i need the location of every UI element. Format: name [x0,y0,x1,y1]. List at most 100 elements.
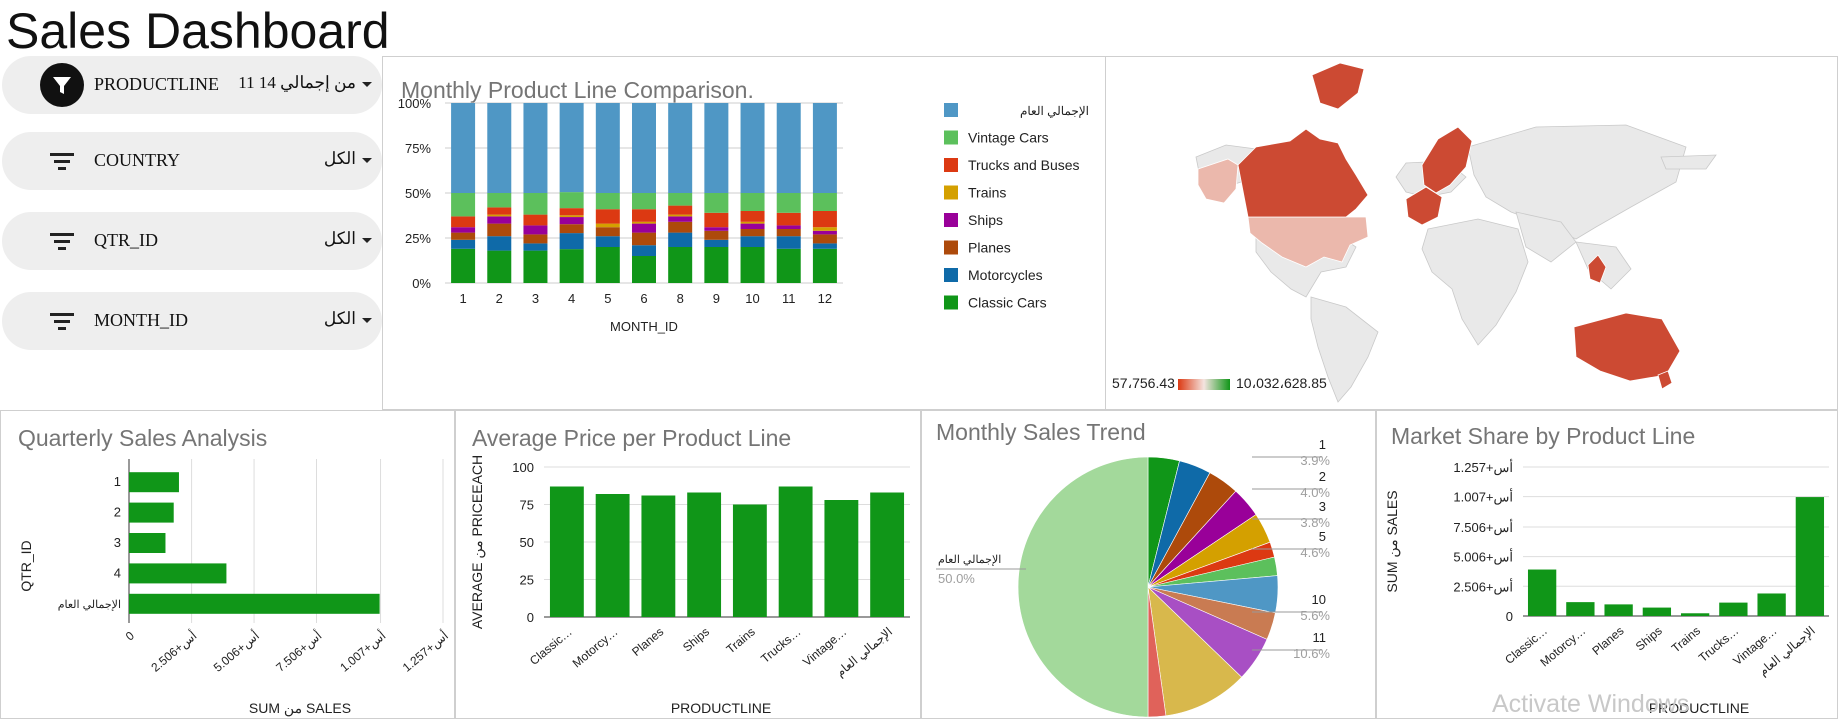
slice-percent: 4.6% [1300,545,1330,560]
bar-segment [740,193,765,211]
panel-monthly-sales-trend: Monthly Sales Trend 1 3.9% 2 4.0% 3 3.8% 5 4.6%… [921,410,1376,719]
panel-monthly-comparison: Monthly Product Line Comparison. 0% 25% 50… [382,56,1106,410]
chevron-down-icon[interactable] [362,318,372,323]
filter-label: COUNTRY [94,150,181,170]
y-tick-label: الإجمالي العام [58,599,121,611]
legend-label: Trains [968,185,1006,201]
bar-segment [559,224,584,234]
bar [129,563,227,584]
x-axis-label: MONTH_ID [610,319,678,334]
bar-segment [668,193,693,206]
bar-segment [632,193,656,210]
bar-segment [559,217,584,225]
bar [1680,613,1710,616]
x-tick-label: Classic… [527,625,575,668]
bar-segment [740,103,765,193]
filter-icon[interactable] [48,310,76,337]
bar-segment [668,247,693,283]
bar-segment [451,232,476,240]
x-tick-label: Trucks… [758,625,803,666]
y-tick-label: 7.506+أس [1453,519,1513,536]
legend-swatch [944,158,958,172]
x-tick-label: 11 [782,291,796,306]
bar-segment [523,243,548,251]
bar-segment [487,250,512,283]
slice-label: 5 [1319,529,1326,544]
chevron-down-icon[interactable] [362,82,372,87]
bar-segment [704,103,729,193]
x-tick-label: 2.506+أس [148,628,200,675]
x-tick-label: 3 [532,291,539,306]
filter-country[interactable]: COUNTRY الكل [2,132,382,190]
bar-segment [812,248,837,283]
bar-segment [595,103,620,193]
chart-title: Average Price per Product Line [472,425,792,451]
bar-segment [812,227,837,231]
x-tick-label: Trains [1669,624,1703,656]
filter-productline[interactable]: PRODUCTLINE 11 من إجمالي 14 [2,56,382,114]
x-tick-label: Planes [629,625,666,659]
slice-label: 11 [1313,630,1327,645]
legend-swatch [944,268,958,282]
filter-value[interactable]: الكل [323,229,356,248]
x-tick-label: 6 [640,291,647,306]
bar-segment [776,225,801,229]
bar-segment [668,221,693,233]
slice-label: 1 [1319,437,1326,452]
bar-segment [595,227,620,237]
bar-segment [704,230,729,240]
bar-segment [668,214,693,217]
x-tick-label: 12 [818,291,832,306]
bar-segment [595,209,620,224]
x-tick-label: 5 [604,291,611,306]
y-axis-label: AVERAGE من PRICEEACH [469,455,486,629]
bar-segment [523,193,548,215]
filter-value[interactable]: الكل [323,309,356,328]
page-title: Sales Dashboard [6,3,390,59]
x-tick-label: Motorcy… [570,625,621,671]
filter-value[interactable]: 11 من إجمالي 14 [238,73,356,92]
bar-segment [559,233,584,250]
x-tick-label: Ships [680,625,712,655]
map-land-low [1197,158,1369,268]
filter-active-icon[interactable] [40,63,84,107]
filter-qtr-id[interactable]: QTR_ID الكل [2,212,382,270]
filter-icon[interactable] [48,230,76,257]
bar-segment [812,211,837,228]
x-tick-label: 1.007+أس [337,628,389,675]
legend-label: الإجمالي العام [1020,104,1089,119]
bar-segment [559,103,584,193]
filter-icon[interactable] [48,150,76,177]
bar-segment [740,211,765,222]
bar-segment [776,103,801,193]
filter-label: MONTH_ID [94,310,188,330]
slice-label: 3 [1319,499,1326,514]
panel-map: 57،756.43 10،032،628.85 [1105,56,1838,410]
y-tick-label: 5.006+أس [1453,549,1513,566]
bar-segment [812,193,837,211]
world-map[interactable] [1106,57,1837,409]
slice-label: 10 [1312,592,1326,607]
chevron-down-icon[interactable] [362,158,372,163]
legend-swatch [944,130,958,145]
bar-segment [632,221,656,224]
x-axis-label: SUM من SALES [249,700,351,717]
filter-month-id[interactable]: MONTH_ID الكل [2,292,382,350]
filter-value[interactable]: الكل [323,149,356,168]
chevron-down-icon[interactable] [362,238,372,243]
bar-segment [632,103,656,193]
bar [1757,593,1786,616]
bar [129,502,174,523]
bar-segment [451,248,476,283]
y-tick-label: 0 [1506,609,1513,624]
x-tick-label: 5.006+أس [210,628,262,675]
bar-segment [523,103,548,193]
y-tick-label: 1 [114,474,121,489]
bar-segment [559,215,584,218]
bar [129,472,179,493]
panel-quarterly-sales: Quarterly Sales Analysis 0 2.506+أس 5.006+… [0,410,455,719]
bar-segment [559,208,584,216]
y-tick-label: 2 [114,505,121,520]
bar-segment [451,227,476,233]
y-tick-label: 0% [412,276,431,291]
